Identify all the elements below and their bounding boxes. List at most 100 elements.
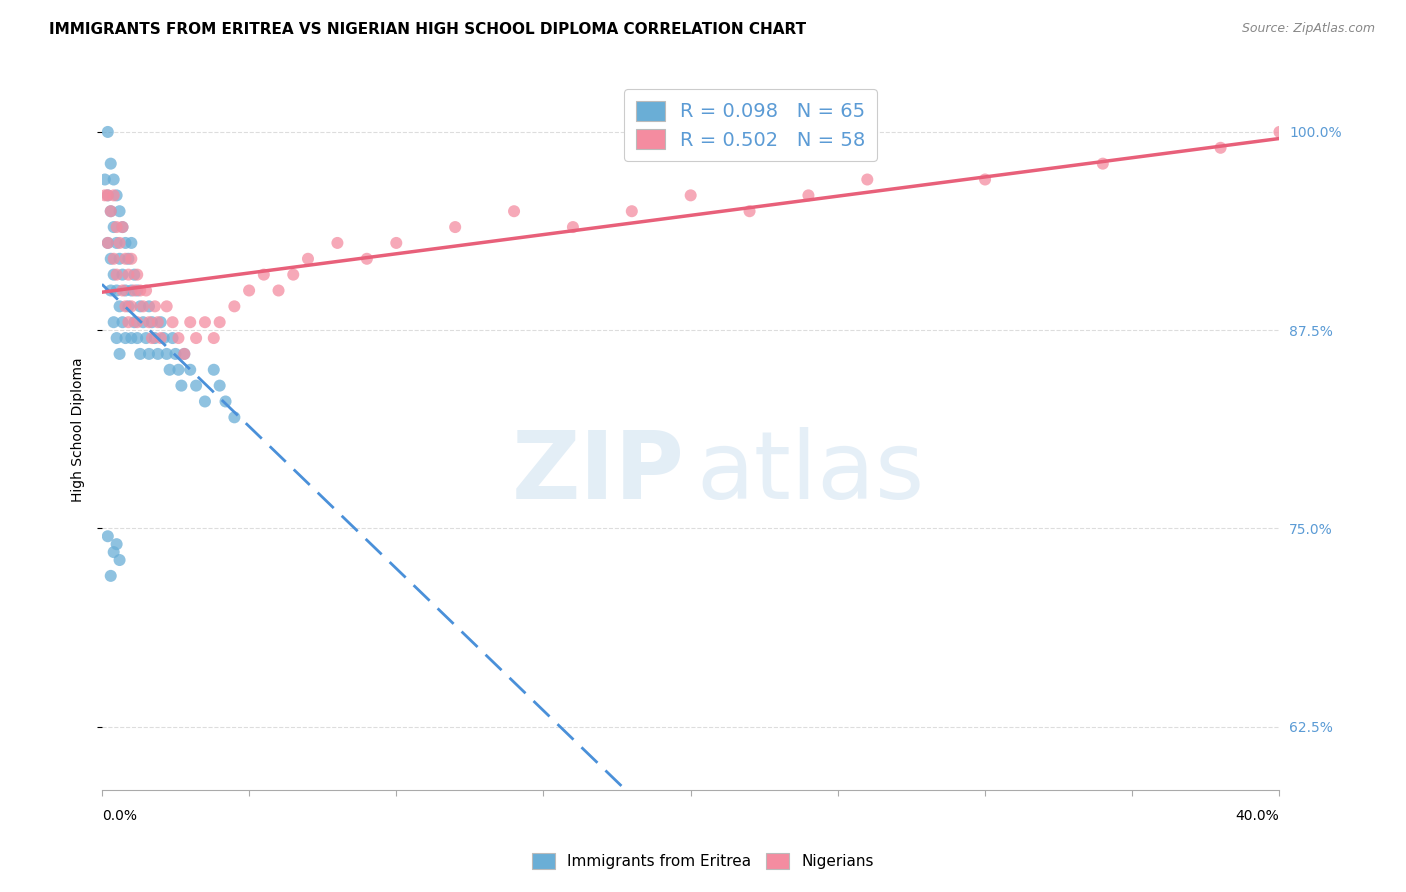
Point xyxy=(156,299,179,313)
Point xyxy=(173,347,195,361)
Point xyxy=(179,315,201,329)
Point xyxy=(129,347,152,361)
Point xyxy=(111,284,134,298)
Point xyxy=(444,220,467,235)
Point xyxy=(156,347,179,361)
Point xyxy=(224,410,246,425)
Point xyxy=(103,268,125,282)
Point xyxy=(194,315,217,329)
Point xyxy=(105,220,128,235)
Point xyxy=(105,284,128,298)
Point xyxy=(103,220,125,235)
Point xyxy=(105,268,128,282)
Point xyxy=(114,284,136,298)
Point xyxy=(202,363,225,377)
Point xyxy=(179,363,201,377)
Point xyxy=(127,331,149,345)
Point xyxy=(143,331,166,345)
Point xyxy=(974,172,997,186)
Point xyxy=(100,284,122,298)
Point xyxy=(117,268,139,282)
Point xyxy=(208,315,231,329)
Point xyxy=(1091,156,1114,170)
Point xyxy=(167,331,190,345)
Point xyxy=(120,299,142,313)
Point xyxy=(679,188,702,202)
Point xyxy=(108,235,131,250)
Point xyxy=(127,315,149,329)
Point xyxy=(124,268,146,282)
Point xyxy=(503,204,526,219)
Point xyxy=(253,268,276,282)
Point xyxy=(326,235,349,250)
Text: ZIP: ZIP xyxy=(512,426,685,518)
Point xyxy=(159,363,181,377)
Point xyxy=(108,252,131,266)
Point xyxy=(561,220,583,235)
Point xyxy=(117,252,139,266)
Point xyxy=(138,347,160,361)
Point xyxy=(120,284,142,298)
Point xyxy=(108,553,131,567)
Point xyxy=(124,315,146,329)
Point xyxy=(283,268,305,282)
Point xyxy=(141,331,163,345)
Point xyxy=(97,188,120,202)
Point xyxy=(297,252,319,266)
Point xyxy=(129,299,152,313)
Point xyxy=(165,347,187,361)
Point xyxy=(111,315,134,329)
Point xyxy=(167,363,190,377)
Point xyxy=(184,378,207,392)
Point xyxy=(105,235,128,250)
Point xyxy=(162,315,184,329)
Point xyxy=(108,204,131,219)
Text: IMMIGRANTS FROM ERITREA VS NIGERIAN HIGH SCHOOL DIPLOMA CORRELATION CHART: IMMIGRANTS FROM ERITREA VS NIGERIAN HIGH… xyxy=(49,22,806,37)
Y-axis label: High School Diploma: High School Diploma xyxy=(72,357,86,501)
Point xyxy=(127,268,149,282)
Point xyxy=(356,252,378,266)
Point xyxy=(132,315,155,329)
Point xyxy=(141,315,163,329)
Point xyxy=(146,347,169,361)
Point xyxy=(103,252,125,266)
Point xyxy=(120,235,142,250)
Point xyxy=(100,204,122,219)
Point xyxy=(103,172,125,186)
Point xyxy=(135,284,157,298)
Text: 0.0%: 0.0% xyxy=(101,809,136,823)
Point xyxy=(105,331,128,345)
Point xyxy=(111,268,134,282)
Point xyxy=(797,188,820,202)
Point xyxy=(97,188,120,202)
Point xyxy=(94,188,117,202)
Point xyxy=(97,125,120,139)
Point xyxy=(103,545,125,559)
Point xyxy=(97,235,120,250)
Point xyxy=(97,235,120,250)
Point xyxy=(194,394,217,409)
Point xyxy=(620,204,643,219)
Point xyxy=(120,331,142,345)
Point xyxy=(149,331,172,345)
Point xyxy=(143,299,166,313)
Point xyxy=(267,284,290,298)
Point xyxy=(214,394,236,409)
Point xyxy=(738,204,761,219)
Point xyxy=(202,331,225,345)
Point xyxy=(114,299,136,313)
Point xyxy=(117,315,139,329)
Point xyxy=(138,315,160,329)
Point xyxy=(103,315,125,329)
Point xyxy=(114,331,136,345)
Point xyxy=(1209,141,1232,155)
Point xyxy=(238,284,260,298)
Text: Source: ZipAtlas.com: Source: ZipAtlas.com xyxy=(1241,22,1375,36)
Point xyxy=(149,315,172,329)
Point xyxy=(97,529,120,543)
Point xyxy=(100,156,122,170)
Point xyxy=(100,252,122,266)
Point xyxy=(208,378,231,392)
Point xyxy=(170,378,193,392)
Text: 40.0%: 40.0% xyxy=(1236,809,1279,823)
